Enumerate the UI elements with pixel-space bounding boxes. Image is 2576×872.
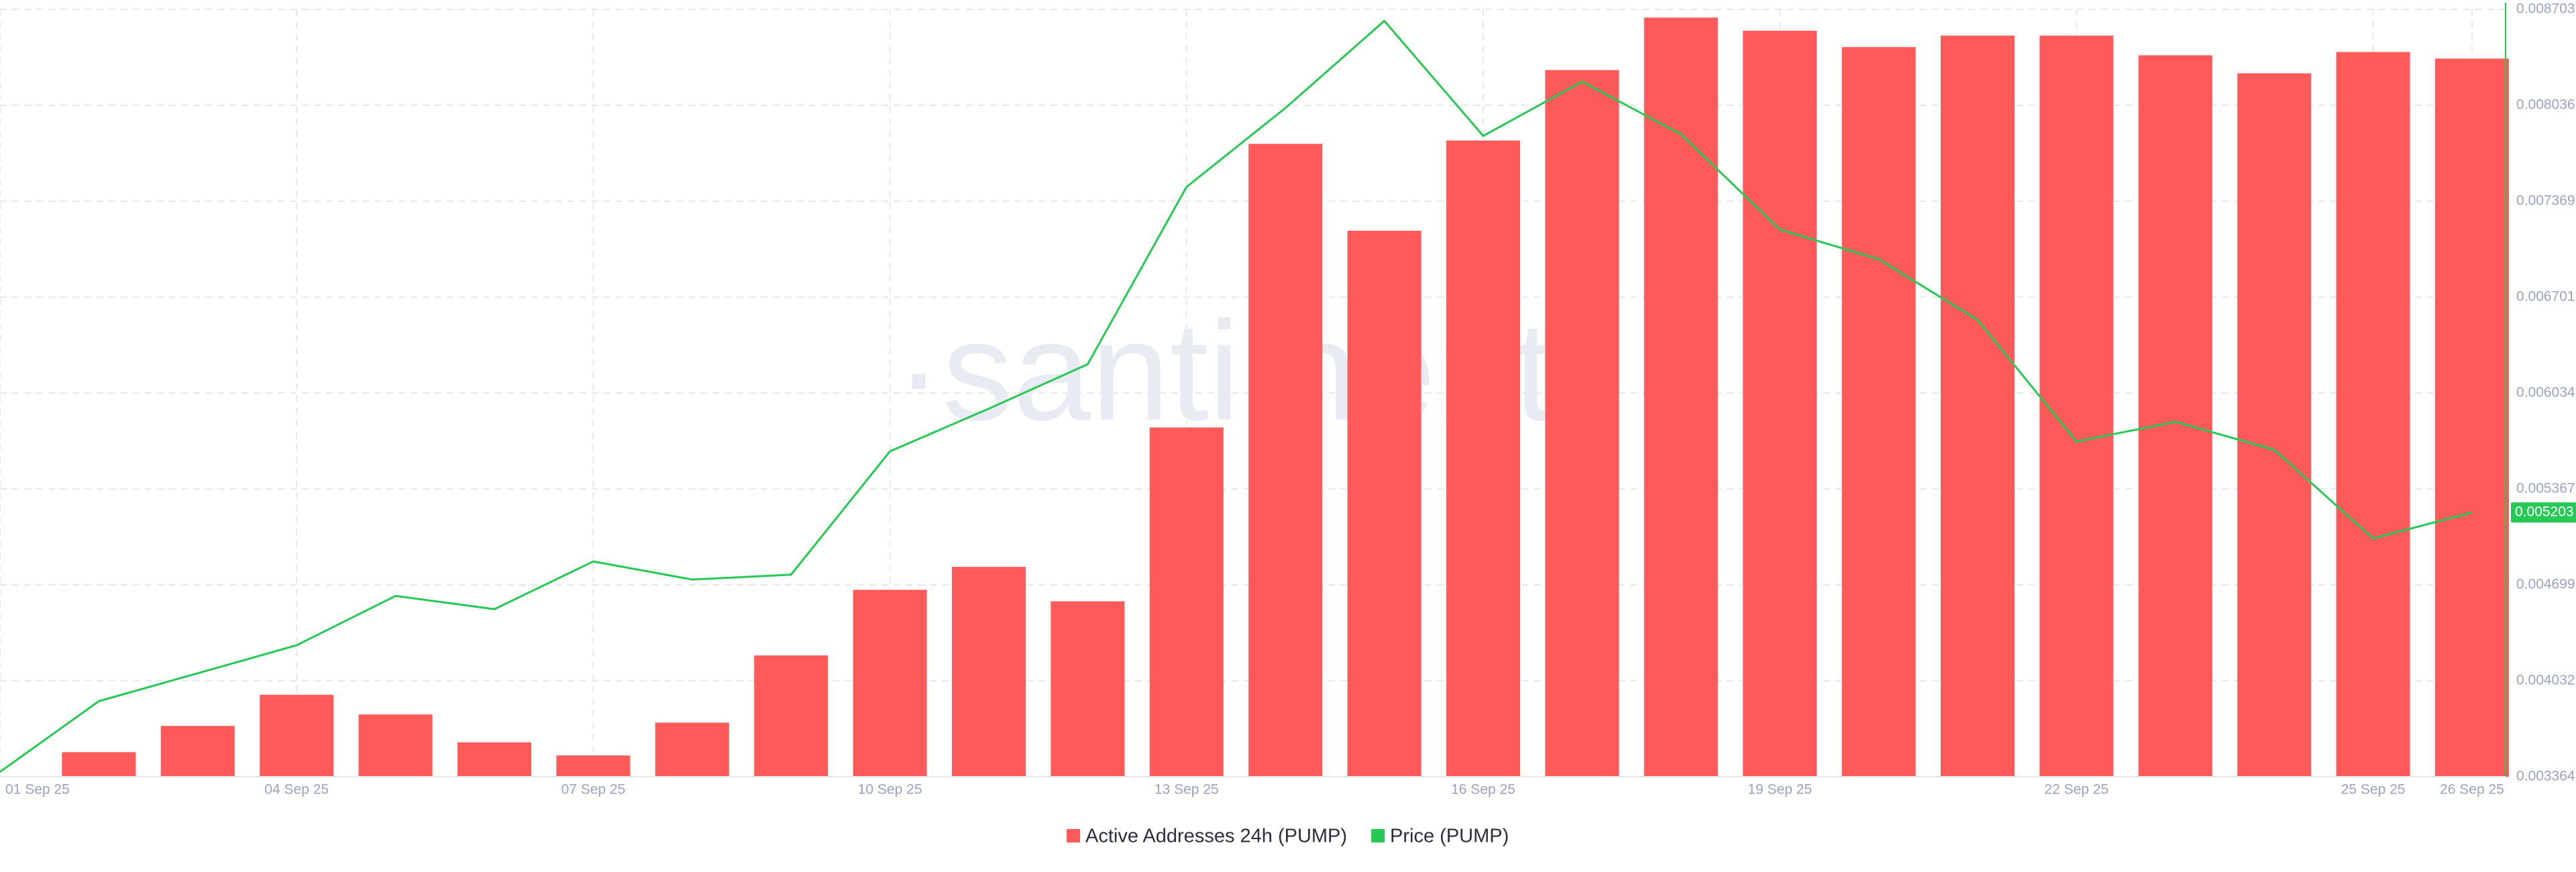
bar bbox=[2039, 36, 2114, 777]
x-tick-label: 01 Sep 25 bbox=[5, 782, 70, 798]
last-value-tag bbox=[2511, 502, 2576, 523]
y2-tick-label: 0.008703 bbox=[2516, 1, 2575, 17]
bar bbox=[160, 726, 235, 777]
bar bbox=[754, 655, 828, 777]
bar bbox=[1149, 427, 1224, 777]
bar bbox=[952, 567, 1026, 777]
x-tick-label: 19 Sep 25 bbox=[1748, 782, 1812, 798]
bar bbox=[2336, 52, 2410, 777]
bar bbox=[1644, 17, 1718, 777]
y2-tick-label: 0.007369 bbox=[2516, 193, 2575, 208]
y2-tick-label: 0.003364 bbox=[2516, 769, 2575, 784]
x-tick-label: 07 Sep 25 bbox=[561, 782, 626, 798]
x-tick-label: 25 Sep 25 bbox=[2341, 782, 2406, 798]
bar bbox=[655, 722, 729, 777]
y2-tick-label: 0.006701 bbox=[2516, 289, 2575, 305]
bar bbox=[2237, 73, 2312, 777]
bar bbox=[358, 714, 433, 777]
x-tick-label: 16 Sep 25 bbox=[1451, 782, 1515, 798]
bar bbox=[1743, 30, 1817, 777]
x-tick-label: 22 Sep 25 bbox=[2045, 782, 2109, 798]
bar bbox=[1841, 47, 1916, 777]
bar bbox=[1051, 601, 1125, 777]
x-tick-label: 04 Sep 25 bbox=[264, 782, 329, 798]
y2-tick-label: 0.004032 bbox=[2516, 672, 2575, 688]
bar bbox=[2435, 58, 2509, 777]
price-line bbox=[0, 19, 2473, 773]
legend-swatch bbox=[1067, 829, 1080, 842]
x-tick-label: 13 Sep 25 bbox=[1155, 782, 1219, 798]
last-value-label: 0.005203 bbox=[2515, 504, 2574, 520]
bar bbox=[1545, 70, 1619, 777]
legend-label: Price (PUMP) bbox=[1390, 826, 1509, 847]
bar bbox=[853, 590, 927, 777]
y2-tick-label: 0.006034 bbox=[2516, 384, 2575, 400]
y2-tick-label: 0.008036 bbox=[2516, 97, 2575, 112]
bar bbox=[1248, 144, 1323, 777]
legend-label: Active Addresses 24h (PUMP) bbox=[1085, 826, 1347, 847]
x-tick-label: 26 Sep 25 bbox=[2440, 782, 2504, 798]
y2-tick-label: 0.004699 bbox=[2516, 576, 2575, 592]
bar bbox=[1446, 140, 1520, 777]
bar bbox=[458, 742, 531, 777]
legend-swatch bbox=[1371, 829, 1385, 842]
bar bbox=[62, 752, 136, 777]
y2-tick-label: 0.005367 bbox=[2516, 480, 2575, 496]
bar bbox=[2138, 55, 2212, 777]
bar bbox=[1941, 36, 2015, 777]
bar bbox=[556, 755, 631, 777]
bar bbox=[1347, 231, 1421, 777]
x-tick-label: 10 Sep 25 bbox=[858, 782, 922, 798]
bar bbox=[260, 694, 334, 777]
